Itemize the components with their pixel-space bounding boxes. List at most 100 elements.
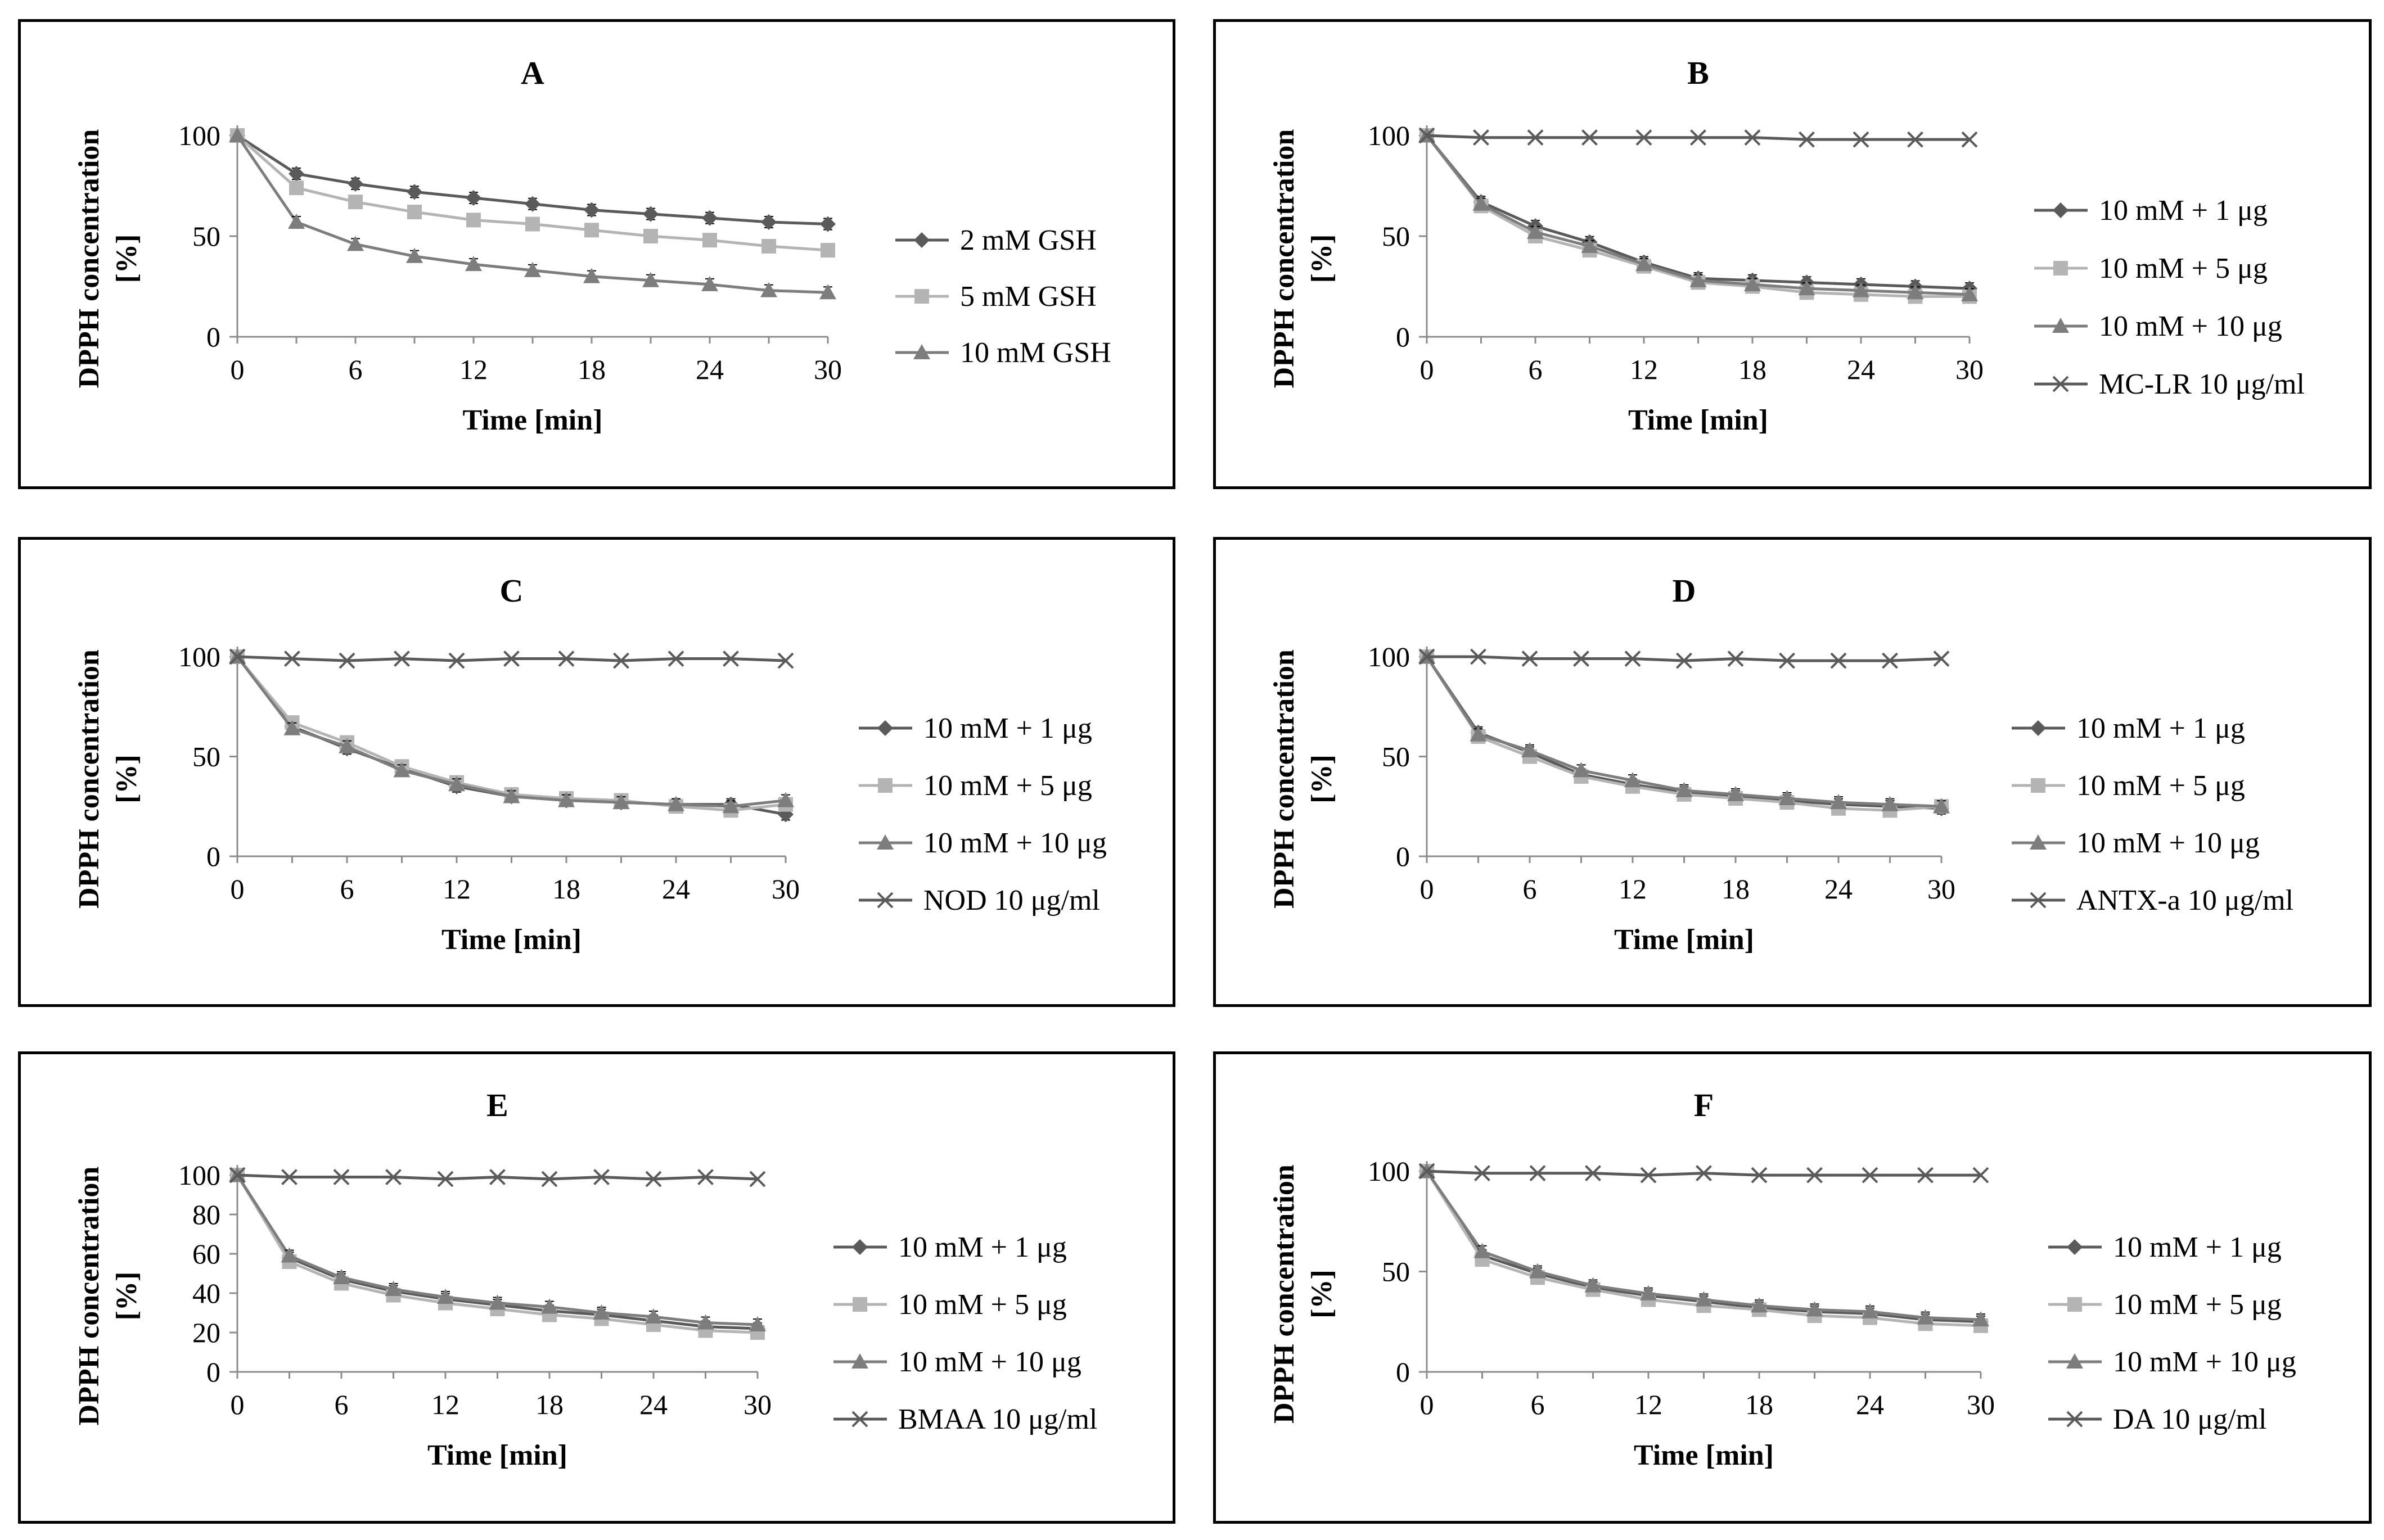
x-tick-label: 18: [1738, 354, 1766, 385]
data-point: [347, 236, 364, 251]
y-tick-label: 100: [178, 1159, 220, 1191]
legend-marker: [2030, 720, 2046, 736]
data-point: [289, 166, 304, 182]
chart-title: C: [500, 572, 524, 609]
data-point: [1470, 726, 1487, 742]
y-tick-label: 80: [192, 1199, 220, 1230]
legend-marker: [2066, 1411, 2083, 1428]
data-point: [777, 652, 794, 669]
data-point: [1862, 1167, 1878, 1184]
data-point: [407, 184, 422, 200]
data-point: [1474, 1165, 1490, 1181]
legend-label: 10 mM + 10 μg: [923, 827, 1107, 859]
x-tick-label: 24: [1847, 354, 1875, 385]
y-axis-label: DPPH concentration: [1268, 129, 1300, 389]
data-point: [642, 272, 659, 287]
y-axis-label-unit: [%]: [1306, 755, 1338, 803]
data-point: [1881, 796, 1899, 811]
data-point: [1689, 272, 1707, 287]
data-point: [1882, 652, 1898, 669]
x-tick-label: 24: [639, 1389, 668, 1420]
legend-label: 5 mM GSH: [960, 281, 1097, 313]
data-point: [1917, 1167, 1934, 1184]
data-point: [702, 233, 717, 248]
data-point: [643, 206, 659, 222]
legend-marker: [877, 892, 894, 909]
data-point: [761, 238, 776, 254]
data-point: [584, 223, 599, 238]
legend-label: 10 mM + 1 μg: [898, 1231, 1067, 1263]
x-axis-label: Time [min]: [1634, 1439, 1774, 1471]
x-tick-label: 12: [1630, 354, 1658, 385]
y-axis-label-unit: [%]: [111, 755, 143, 803]
data-point: [289, 180, 304, 196]
data-point: [489, 1169, 506, 1185]
legend-label: 10 mM + 10 μg: [2113, 1346, 2296, 1378]
data-point: [406, 247, 423, 263]
chart-svg-c: C 0 50 100 0 6 12 18 24 30 Time [min] DPPH concentr…: [73, 572, 1107, 956]
data-point: [229, 1167, 246, 1184]
x-axis-label: Time [min]: [427, 1439, 567, 1471]
x-tick-label: 0: [1420, 873, 1434, 905]
legend-marker: [914, 232, 930, 248]
data-point: [437, 1171, 454, 1187]
x-tick-label: 6: [349, 354, 363, 385]
data-point: [1778, 790, 1796, 806]
legend-marker: [877, 720, 893, 736]
y-tick-label: 100: [178, 120, 220, 151]
data-point: [1418, 648, 1435, 665]
data-point: [1529, 1165, 1546, 1181]
chart-panel-d: D 0 50 100 0 6 12 18 24 30 Time [min] DPPH concentr…: [1213, 537, 2372, 1007]
legend-marker: [2067, 1297, 2082, 1312]
data-point: [541, 1171, 558, 1187]
data-point: [1675, 782, 1693, 797]
chart-panel-a: A 0 50 100 0 6 12 18 24 30 Time [min] DPPH concentr…: [18, 19, 1175, 489]
data-point: [288, 213, 305, 229]
data-point: [821, 243, 835, 258]
data-point: [1529, 1263, 1546, 1279]
data-point: [1798, 280, 1815, 296]
legend-marker: [2030, 892, 2047, 909]
legend-label: 10 mM + 5 μg: [923, 770, 1092, 802]
data-point: [645, 1171, 662, 1187]
data-point: [525, 196, 540, 212]
y-axis-label: DPPH concentration: [73, 1167, 105, 1426]
legend-marker: [878, 778, 893, 793]
legend-label: 10 mM + 1 μg: [2076, 712, 2245, 744]
series-triangle: [1418, 648, 1950, 814]
data-point: [668, 651, 684, 667]
chart-svg-b: B 0 50 100 0 6 12 18 24 30 Time [min] DPPH concentr…: [1268, 55, 2305, 436]
data-point: [348, 195, 363, 210]
y-tick-label: 100: [1368, 120, 1410, 151]
x-tick-label: 12: [443, 873, 471, 905]
x-tick-label: 0: [231, 1389, 245, 1420]
y-axis-label: DPPH concentration: [73, 649, 105, 909]
data-point: [1933, 651, 1950, 667]
chart-panel-c: C 0 50 100 0 6 12 18 24 30 Time [min] DPPH concentr…: [18, 537, 1175, 1007]
data-point: [1961, 131, 1978, 148]
legend-marker: [2031, 778, 2045, 793]
data-point: [1521, 651, 1538, 667]
x-tick-label: 0: [231, 354, 245, 385]
y-axis-label-unit: [%]: [111, 1272, 143, 1321]
data-point: [1473, 1243, 1491, 1258]
chart-title: E: [486, 1087, 508, 1123]
chart-svg-a: A 0 50 100 0 6 12 18 24 30 Time [min] DPPH concentr…: [73, 55, 1111, 436]
chart-title: B: [1687, 55, 1709, 91]
data-point: [1972, 1167, 1989, 1184]
chart-title: A: [521, 55, 544, 91]
x-tick-label: 0: [231, 873, 245, 905]
data-point: [1917, 1309, 1934, 1325]
series-square: [230, 128, 835, 258]
data-point: [489, 1294, 506, 1310]
y-axis-label: DPPH concentration: [1268, 1164, 1300, 1424]
data-point: [1581, 129, 1598, 146]
data-point: [1624, 651, 1641, 667]
legend-marker: [2066, 1353, 2083, 1369]
y-tick-label: 50: [1382, 1256, 1410, 1288]
data-point: [1581, 237, 1598, 253]
series-diamond: [229, 128, 836, 232]
data-point: [283, 720, 301, 735]
data-point: [1585, 1165, 1601, 1181]
data-point: [612, 794, 630, 810]
